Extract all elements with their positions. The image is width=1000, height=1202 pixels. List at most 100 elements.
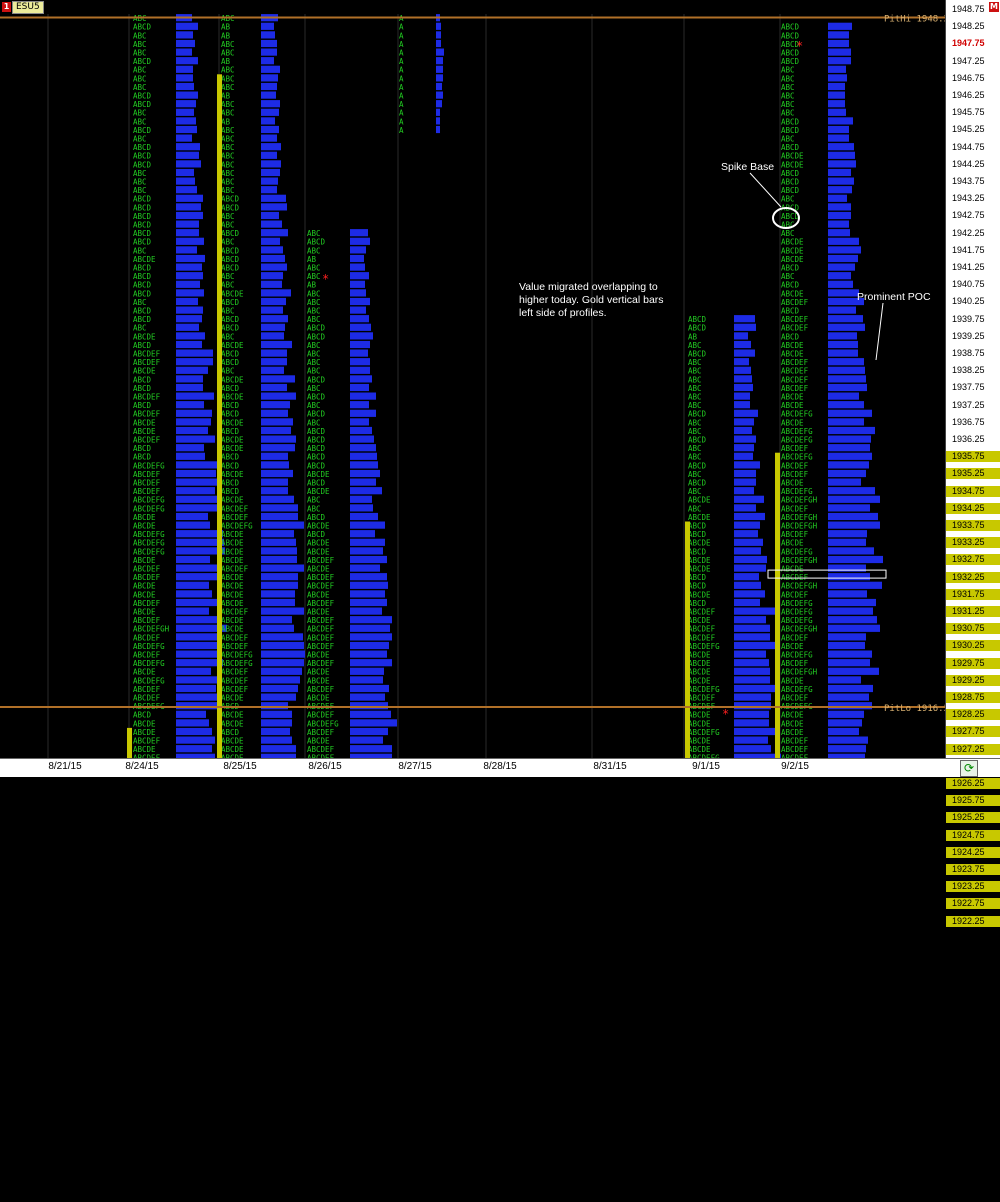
tpo-row: ABCDEF bbox=[133, 694, 161, 703]
volume-bar bbox=[828, 48, 851, 56]
tpo-row: ABCDE bbox=[221, 719, 244, 728]
tpo-row: A bbox=[399, 117, 404, 126]
tpo-row: ABCDEF bbox=[221, 504, 249, 513]
star-marker: * bbox=[722, 707, 729, 721]
tpo-row: ABCD bbox=[307, 375, 326, 384]
volume-bar bbox=[828, 710, 864, 718]
volume-bar bbox=[261, 616, 292, 624]
volume-bar bbox=[828, 633, 866, 641]
volume-bar bbox=[350, 323, 371, 331]
refresh-icon[interactable]: ⟳ bbox=[960, 760, 978, 777]
tpo-row: ABC bbox=[688, 367, 702, 376]
tpo-row: ABCD bbox=[133, 238, 152, 247]
tpo-row: ABCD bbox=[221, 401, 240, 410]
tpo-row: ABCD bbox=[688, 599, 707, 608]
tpo-row: ABCD bbox=[221, 195, 240, 204]
tpo-row: ABCD bbox=[133, 384, 152, 393]
tpo-row: ABCDEFG bbox=[688, 685, 720, 694]
tpo-row: ABCDE bbox=[307, 470, 330, 479]
tpo-row: ABC bbox=[221, 212, 235, 221]
tpo-row: ABCDEF bbox=[307, 616, 335, 625]
volume-bar bbox=[261, 203, 287, 211]
volume-bar bbox=[176, 461, 220, 469]
tpo-row: ABCDE bbox=[781, 160, 804, 169]
volume-bar bbox=[261, 272, 283, 280]
price-tick: 1917.25 bbox=[952, 1087, 985, 1098]
tpo-row: ABC bbox=[221, 281, 235, 290]
volume-bar bbox=[828, 607, 873, 615]
volume-bar bbox=[176, 530, 223, 538]
volume-bar bbox=[261, 125, 279, 134]
tpo-row: ABCDE bbox=[221, 582, 244, 591]
volume-bar bbox=[176, 229, 199, 237]
volume-bar bbox=[176, 246, 197, 254]
volume-bar bbox=[176, 487, 215, 495]
tpo-row: ABCDE bbox=[221, 599, 244, 608]
volume-bar bbox=[828, 289, 859, 297]
tpo-row: ABCDE bbox=[688, 513, 711, 522]
volume-bar bbox=[350, 332, 373, 340]
volume-bar bbox=[261, 383, 287, 392]
volume-bar bbox=[828, 573, 870, 581]
volume-bar bbox=[261, 573, 298, 581]
volume-bar bbox=[176, 57, 198, 65]
market-profile-chart[interactable]: ABCABCABCDABCABCABCABCDABCABCABCABCDABCD… bbox=[0, 0, 954, 1201]
price-axis[interactable]: 1948.75 1948.25 1947.75 1947.25 1946.75 1946.… bbox=[945, 0, 1000, 1201]
volume-bar bbox=[734, 607, 775, 615]
tpo-row: ABCD bbox=[221, 324, 240, 333]
tpo-row: ABCDEF bbox=[781, 590, 809, 599]
tpo-row: ABCD bbox=[133, 307, 152, 316]
tpo-row: ABCDE bbox=[688, 659, 711, 668]
volume-bar bbox=[176, 469, 216, 478]
tpo-row: ABCD bbox=[133, 711, 152, 720]
tpo-row: ABCD bbox=[781, 49, 800, 58]
poc-pointer bbox=[875, 302, 884, 361]
tpo-row: ABCDE bbox=[781, 341, 804, 350]
tpo-row: ABCDEFG bbox=[781, 436, 813, 445]
volume-bar bbox=[828, 392, 859, 400]
volume-bar bbox=[828, 263, 855, 271]
value-area-bar bbox=[217, 74, 222, 943]
volume-bar bbox=[176, 684, 216, 693]
volume-bar bbox=[176, 168, 194, 177]
tpo-row: ABC bbox=[221, 83, 235, 92]
tpo-row: ABCDEF bbox=[781, 659, 809, 668]
date-label: 8/26/15 bbox=[308, 761, 342, 772]
tpo-row: ABCDEF bbox=[133, 573, 161, 582]
volume-bar bbox=[350, 676, 383, 684]
axis-menu-icon[interactable]: M bbox=[989, 2, 999, 12]
volume-bar bbox=[350, 392, 376, 400]
volume-bar bbox=[350, 254, 364, 263]
volume-bar bbox=[828, 125, 849, 134]
volume-bar bbox=[350, 659, 392, 667]
tpo-row: ABCD bbox=[781, 117, 800, 126]
tpo-row: ABCDEF bbox=[781, 530, 809, 539]
volume-bar bbox=[261, 659, 304, 667]
volume-bar bbox=[350, 289, 366, 297]
tpo-row: ABCD bbox=[133, 401, 152, 410]
tpo-row: ABC bbox=[781, 66, 795, 75]
price-tick: 1947.75 bbox=[952, 38, 985, 49]
spike-base-marker bbox=[772, 207, 800, 229]
tpo-row: ABCD bbox=[221, 479, 240, 488]
symbol-label[interactable]: ESU5 bbox=[12, 1, 44, 14]
tpo-row: ABCD bbox=[133, 375, 152, 384]
price-tick: 1929.25 bbox=[946, 674, 1000, 686]
volume-bar bbox=[261, 461, 289, 469]
date-label: 8/28/15 bbox=[483, 761, 517, 772]
volume-bar bbox=[261, 323, 285, 331]
tpo-row: ABCD bbox=[133, 152, 152, 161]
volume-bar bbox=[261, 160, 281, 168]
volume-bar bbox=[828, 693, 869, 701]
volume-bar bbox=[734, 340, 751, 349]
volume-bar bbox=[176, 547, 225, 555]
chart-menu-icon[interactable]: 1 bbox=[2, 2, 11, 12]
volume-bar bbox=[176, 624, 227, 632]
volume-bar bbox=[828, 340, 858, 349]
tpo-row: ABCD bbox=[307, 479, 326, 488]
tpo-row: A bbox=[399, 66, 404, 75]
tpo-row: A bbox=[399, 49, 404, 58]
pit-high-label: PitHi 1948.25 bbox=[884, 15, 945, 25]
volume-bar bbox=[734, 564, 766, 572]
tpo-row: ABCDEF bbox=[221, 565, 249, 574]
